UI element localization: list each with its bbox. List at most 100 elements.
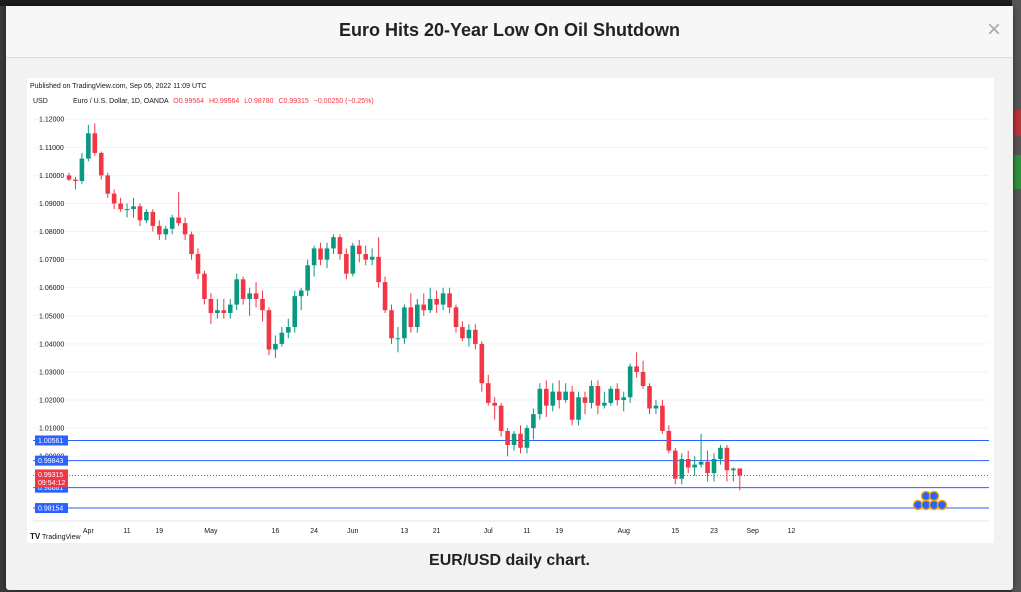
candle-body xyxy=(614,388,620,401)
candle-body xyxy=(576,397,581,420)
chart-modal: Euro Hits 20-Year Low On Oil Shutdown × … xyxy=(6,6,1013,590)
close-icon[interactable]: × xyxy=(986,16,1001,43)
candle-body xyxy=(466,329,472,339)
chart-frame: Published on TradingView.com, Sep 05, 20… xyxy=(27,78,994,543)
candle-body xyxy=(163,228,169,235)
x-tick-label: 11 xyxy=(123,528,130,535)
x-tick-label: 12 xyxy=(788,528,796,535)
last-price-tag xyxy=(35,469,68,488)
x-tick-label: 13 xyxy=(401,528,409,535)
background-sidebar xyxy=(1012,0,1021,592)
x-tick-label: Jul xyxy=(484,528,493,535)
candle-body xyxy=(305,265,310,291)
candle-body xyxy=(124,209,130,211)
candle-body xyxy=(447,293,452,308)
price-tag xyxy=(35,503,68,514)
candle-body xyxy=(344,254,349,274)
candle-body xyxy=(479,343,485,384)
price-tag xyxy=(35,455,68,466)
candle-body xyxy=(73,179,78,182)
candle-body xyxy=(92,133,98,153)
event-markers xyxy=(912,490,948,511)
candle-body xyxy=(679,459,685,479)
candle-body xyxy=(266,310,272,350)
candle-body xyxy=(531,414,536,429)
ohlc-open: O0.99564 xyxy=(173,98,204,105)
candle-body xyxy=(176,217,181,224)
published-text: Published on TradingView.com, Sep 05, 20… xyxy=(30,83,206,90)
candle-body xyxy=(492,402,497,406)
candle-body xyxy=(505,430,510,445)
candle-body xyxy=(718,447,723,460)
y-tick-label: 1.10000 xyxy=(39,173,64,180)
y-tick-label: 1.01000 xyxy=(39,426,64,433)
candle-body xyxy=(511,433,517,445)
event-marker[interactable] xyxy=(928,490,940,502)
candle-body xyxy=(563,391,568,401)
y-tick-label: 1.03000 xyxy=(39,369,64,376)
candle-body xyxy=(311,248,317,266)
candle-body xyxy=(260,298,265,311)
candle-body xyxy=(182,223,188,235)
event-marker[interactable] xyxy=(936,499,948,511)
y-tick-label: 1.12000 xyxy=(39,117,64,124)
y-tick-label: 1.04000 xyxy=(39,341,64,348)
candle-body xyxy=(86,133,91,159)
candle-body xyxy=(537,388,543,415)
price-tag xyxy=(35,435,68,446)
chart-caption: EUR/USD daily chart. xyxy=(429,552,590,569)
candle-body xyxy=(737,468,743,476)
x-tick-label: 19 xyxy=(155,528,163,535)
candle-body xyxy=(98,152,104,176)
candle-body xyxy=(569,391,575,420)
y-tick-label: 1.05000 xyxy=(39,313,64,320)
y-tick-label: 1.07000 xyxy=(39,257,64,264)
background-buy-block xyxy=(1014,155,1021,189)
candle-body xyxy=(589,386,594,403)
background-header xyxy=(0,0,1021,6)
candle-body xyxy=(647,386,652,409)
candle-body xyxy=(724,447,730,471)
candle-body xyxy=(279,332,285,344)
candle-body xyxy=(337,237,343,255)
candle-body xyxy=(473,329,478,344)
candle-body xyxy=(363,254,368,260)
candle-body xyxy=(292,296,298,328)
last-price-label: 0.99315 xyxy=(38,472,63,479)
candle-body xyxy=(460,327,465,339)
x-tick-label: 11 xyxy=(523,528,530,535)
symbol-label: Euro / U.S. Dollar, 1D, OANDA O0.99564 H… xyxy=(73,98,374,105)
x-tick-label: Sep xyxy=(746,528,759,535)
candle-body xyxy=(350,245,356,274)
y-tick-label: 1.11000 xyxy=(39,145,64,152)
candles xyxy=(66,123,743,491)
candle-body xyxy=(408,307,414,328)
ohlc-high: H0.99564 xyxy=(209,98,239,105)
symbol-name: Euro / U.S. Dollar, 1D, OANDA xyxy=(73,98,169,105)
candle-body xyxy=(634,366,639,372)
candle-body xyxy=(298,290,304,297)
y-tick-label: 1.02000 xyxy=(39,398,64,405)
candle-body xyxy=(660,405,665,431)
candle-body xyxy=(731,468,736,471)
candle-body xyxy=(421,304,427,311)
candle-body xyxy=(550,391,556,406)
candle-body xyxy=(79,158,85,182)
price-tag-label: 0.98154 xyxy=(38,506,63,513)
candle-body xyxy=(331,237,336,249)
candle-body xyxy=(356,245,362,255)
candle-body xyxy=(621,397,626,401)
price-tag-label: 0.98881 xyxy=(38,485,63,492)
candle-body xyxy=(698,461,704,465)
tradingview-logo: TV TradingView xyxy=(30,532,81,541)
modal-title: Euro Hits 20-Year Low On Oil Shutdown xyxy=(338,20,681,40)
x-axis-labels: Apr 11 19 May 16 24 Jun 13 21 Jul 11 19 Aug 15 23 Sep 12 xyxy=(83,528,795,535)
y-grid xyxy=(33,118,989,457)
candle-body xyxy=(434,298,439,305)
candle-body xyxy=(711,459,717,474)
countdown-label: 09:54:12 xyxy=(38,480,65,487)
candle-body xyxy=(498,405,504,431)
price-tag xyxy=(35,482,68,493)
candle-body xyxy=(524,428,530,448)
currency-label: USD xyxy=(33,98,48,105)
